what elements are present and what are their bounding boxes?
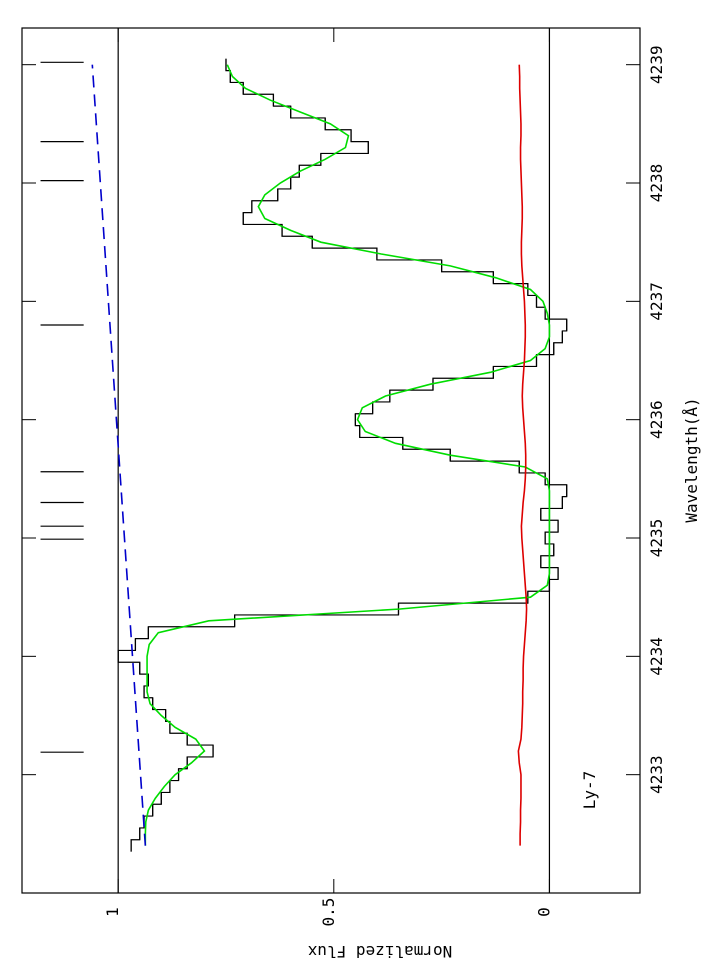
x-tick-label: 4237: [647, 282, 666, 321]
y-axis-label: Normalized Flux: [307, 942, 452, 961]
plot-frame: [21, 27, 641, 894]
series-line: [144, 64, 551, 846]
series-line: [91, 64, 147, 846]
x-tick-label: 4235: [647, 519, 666, 558]
x-tick-label: 4234: [647, 637, 666, 676]
x-tick-label: 4233: [647, 755, 666, 794]
annotation: Ly-7: [580, 771, 599, 810]
x-axis-label: Wavelength(Å): [682, 397, 701, 522]
y-tick-label: 0.5: [319, 898, 338, 927]
series-line: [517, 64, 528, 846]
x-tick-label: 4239: [647, 45, 666, 84]
y-tick-label: 0: [534, 907, 553, 917]
x-tick-label: 4238: [647, 164, 666, 203]
x-tick-label: 4236: [647, 400, 666, 439]
y-tick-label: 1: [103, 907, 122, 917]
